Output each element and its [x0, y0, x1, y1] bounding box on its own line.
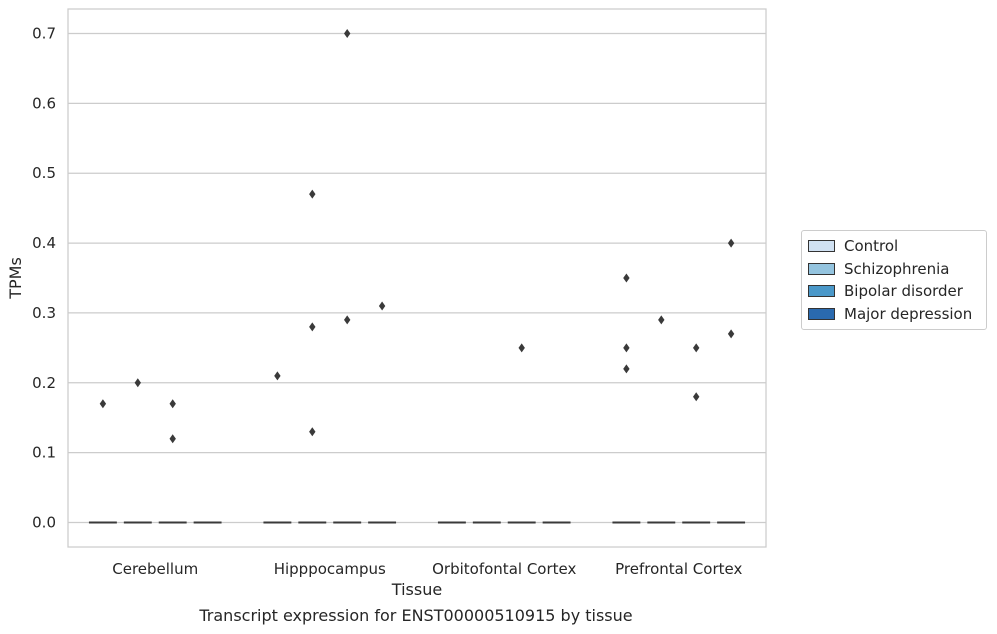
y-tick-label: 0.0 [32, 514, 56, 532]
y-tick-label: 0.7 [32, 24, 56, 42]
x-tick-label: Orbitofontal Cortex [432, 560, 576, 578]
x-tick-labels: Cerebellum Hipppocampus Orbitofontal Corte… [112, 560, 742, 578]
outlier-point [623, 273, 630, 283]
outlier-points [99, 28, 735, 444]
outlier-point [518, 343, 525, 353]
outlier-point [623, 364, 630, 374]
outlier-point [169, 399, 176, 409]
legend-label: Control [844, 237, 899, 256]
outlier-point [344, 315, 351, 325]
outlier-point [727, 238, 735, 248]
plot-frame [67, 8, 767, 548]
outlier-point [309, 189, 316, 199]
legend-swatch [808, 262, 835, 275]
y-axis-title: TPMs [6, 257, 25, 300]
chart-caption: Transcript expression for ENST0000051091… [199, 606, 633, 625]
plot-area [68, 9, 766, 547]
legend-label: Major depression [844, 304, 973, 323]
x-tick-label: Hipppocampus [274, 560, 386, 578]
outlier-point [727, 329, 735, 339]
outlier-point [169, 434, 176, 444]
legend: Control Schizophrenia Bipolar disorder M… [801, 230, 987, 330]
y-tick-label: 0.1 [32, 444, 56, 462]
y-tick-label: 0.2 [32, 374, 56, 392]
legend-swatch [808, 240, 835, 253]
y-tick-label: 0.5 [32, 164, 56, 182]
y-tick-labels: 0.0 0.1 0.2 0.3 0.4 0.5 0.6 0.7 [32, 24, 56, 531]
outlier-point [693, 343, 700, 353]
y-tick-label: 0.6 [32, 94, 56, 112]
outlier-point [309, 427, 316, 437]
outlier-point [274, 371, 281, 381]
outlier-point [309, 322, 316, 332]
y-tick-label: 0.3 [32, 304, 56, 322]
x-axis-title: Tissue [391, 580, 442, 599]
legend-label: Schizophrenia [844, 259, 950, 278]
legend-swatch [808, 307, 835, 320]
legend-swatch [808, 285, 835, 298]
outlier-point [134, 378, 141, 388]
y-tick-label: 0.4 [32, 234, 56, 252]
outlier-point [378, 301, 386, 311]
legend-item: Bipolar disorder [802, 280, 986, 303]
x-tick-label: Cerebellum [112, 560, 198, 578]
legend-item: Major depression [802, 303, 986, 326]
outlier-point [623, 343, 630, 353]
legend-item: Schizophrenia [802, 258, 986, 281]
outlier-point [344, 28, 351, 38]
outlier-point [658, 315, 665, 325]
outlier-point [99, 399, 107, 409]
legend-item: Control [802, 235, 986, 258]
x-tick-label: Prefrontal Cortex [615, 560, 742, 578]
legend-label: Bipolar disorder [844, 282, 963, 301]
outlier-point [693, 392, 700, 402]
